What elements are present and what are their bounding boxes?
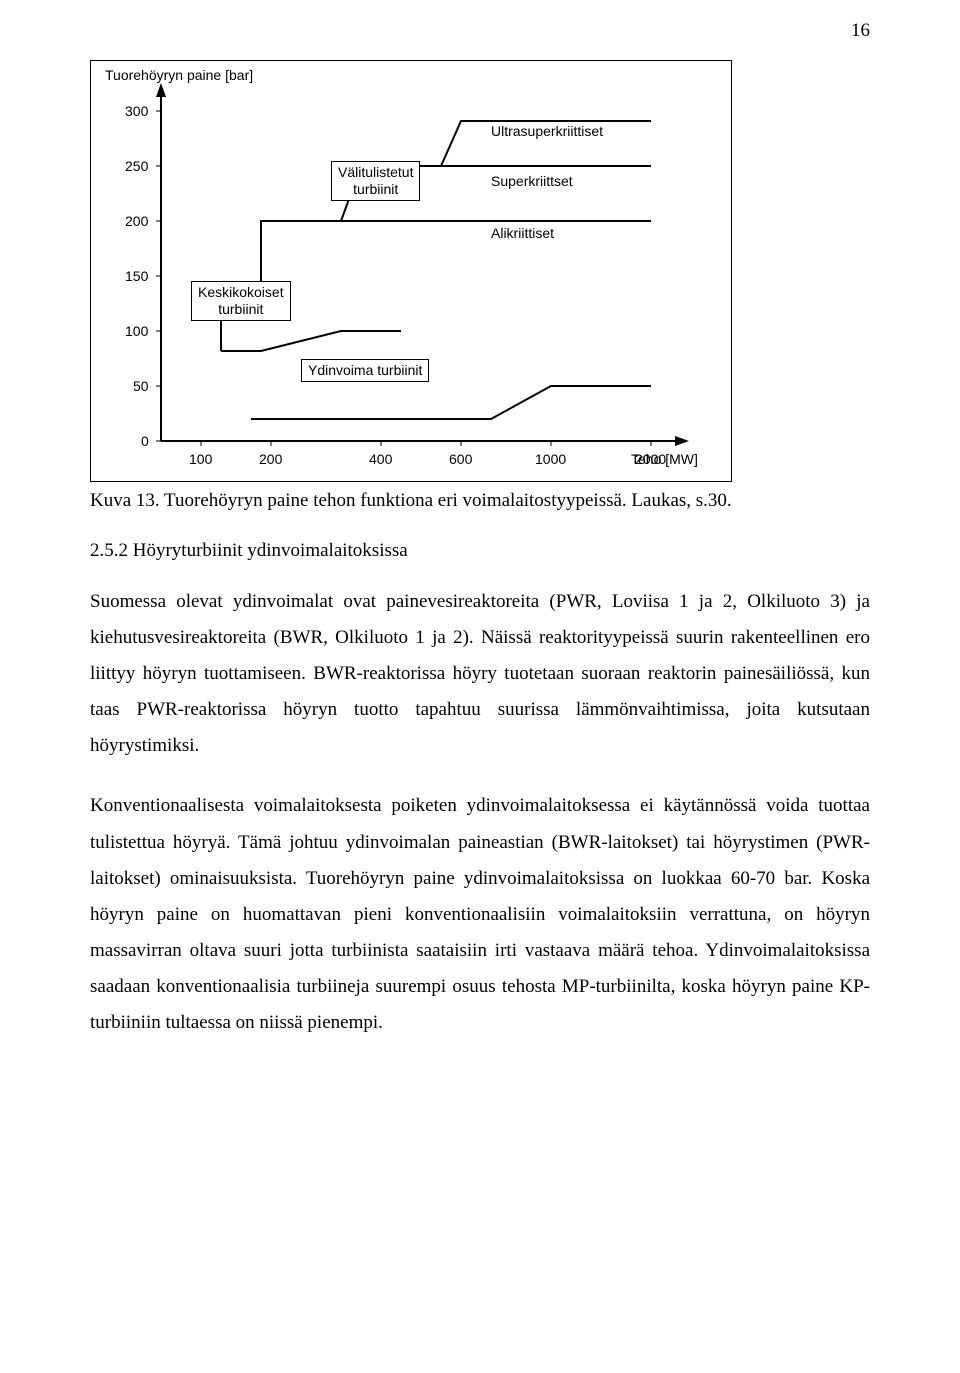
chart-svg — [91, 61, 731, 481]
x-tick: 600 — [449, 451, 472, 467]
section-heading: 2.5.2 Höyryturbiinit ydinvoimalaitoksiss… — [90, 540, 870, 562]
paragraph-1: Suomessa olevat ydinvoimalat ovat painev… — [90, 584, 870, 764]
region-box-vali-l2: turbiinit — [353, 181, 398, 197]
x-tick: 1000 — [535, 451, 566, 467]
figure-caption: Kuva 13. Tuorehöyryn paine tehon funktio… — [90, 490, 870, 512]
x-tick: 400 — [369, 451, 392, 467]
y-tick: 50 — [133, 378, 149, 394]
region-label-super: Superkriittset — [491, 173, 573, 189]
document-page: 16 — [0, 0, 960, 1125]
x-tick: 2000 — [635, 451, 666, 467]
y-tick: 300 — [125, 103, 148, 119]
region-box-keski-l2: turbiinit — [218, 301, 263, 317]
y-tick: 250 — [125, 158, 148, 174]
region-label-ultrasuper: Ultrasuperkriittiset — [491, 123, 603, 139]
y-tick: 100 — [125, 323, 148, 339]
region-box-keski-l1: Keskikokoiset — [198, 284, 284, 300]
region-box-ydin: Ydinvoima turbiinit — [301, 359, 429, 382]
region-label-ali: Alikriittiset — [491, 225, 554, 241]
x-tick: 100 — [189, 451, 212, 467]
chart-container: Tuorehöyryn paine [bar] Teho [MW] 300 25… — [90, 60, 732, 482]
y-axis-title: Tuorehöyryn paine [bar] — [105, 67, 253, 83]
y-tick: 150 — [125, 268, 148, 284]
region-box-ydin-label: Ydinvoima turbiinit — [308, 362, 422, 378]
region-box-vali: Välitulistetut turbiinit — [331, 161, 420, 201]
region-box-vali-l1: Välitulistetut — [338, 164, 413, 180]
y-tick: 200 — [125, 213, 148, 229]
page-number: 16 — [851, 20, 870, 42]
paragraph-2: Konventionaalisesta voimalaitoksesta poi… — [90, 788, 870, 1041]
x-tick: 200 — [259, 451, 282, 467]
region-box-keski: Keskikokoiset turbiinit — [191, 281, 291, 321]
y-tick: 0 — [141, 433, 149, 449]
